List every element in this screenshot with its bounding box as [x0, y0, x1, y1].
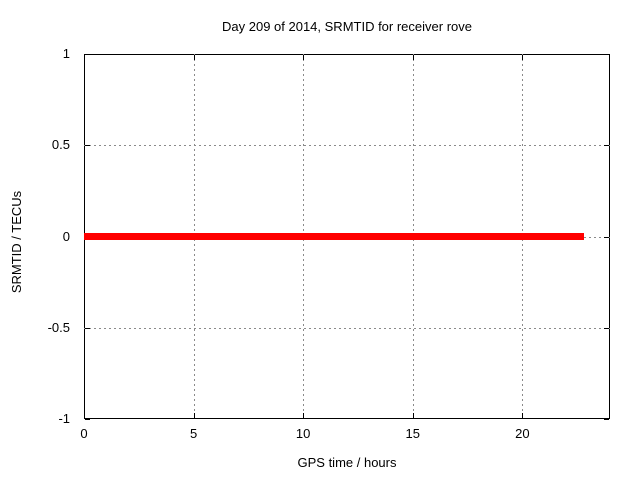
y-tick-mark-left [85, 327, 90, 329]
gridline-horizontal [84, 327, 610, 329]
chart-title: Day 209 of 2014, SRMTID for receiver rov… [222, 19, 472, 34]
x-tick-mark-bottom [84, 413, 85, 418]
y-tick-mark-right [604, 327, 609, 329]
series-srmtid [84, 233, 584, 240]
x-tick-mark-top [303, 55, 305, 60]
x-tick-mark-top [412, 55, 414, 60]
x-tick-mark-bottom [193, 413, 195, 418]
x-tick-mark-bottom [303, 413, 305, 418]
y-tick-mark-left [85, 54, 90, 55]
gridline-horizontal [84, 145, 610, 147]
x-tick-mark-top [193, 55, 195, 60]
x-tick-label: 10 [295, 426, 311, 441]
y-tick-mark-right [604, 419, 609, 420]
y-tick-mark-right [604, 145, 609, 147]
x-tick-mark-top [84, 55, 85, 60]
y-tick-label: -0.5 [47, 319, 70, 335]
y-tick-mark-left [85, 419, 90, 420]
y-tick-label: 1 [62, 46, 70, 61]
x-axis-label: GPS time / hours [297, 455, 397, 470]
x-tick-mark-bottom [522, 413, 524, 418]
y-tick-mark-right [604, 54, 609, 55]
x-tick-label: 20 [515, 426, 530, 441]
y-tick-label: -1 [58, 411, 70, 426]
x-tick-label: 0 [80, 426, 88, 441]
x-tick-label: 15 [405, 426, 420, 441]
y-tick-label: 0 [62, 228, 70, 244]
x-tick-label: 5 [189, 426, 198, 441]
y-tick-mark-left [85, 145, 90, 147]
x-tick-mark-top [522, 55, 524, 60]
y-tick-label: 0.5 [51, 137, 70, 153]
y-tick-mark-right [604, 236, 609, 238]
x-tick-mark-bottom [412, 413, 414, 418]
